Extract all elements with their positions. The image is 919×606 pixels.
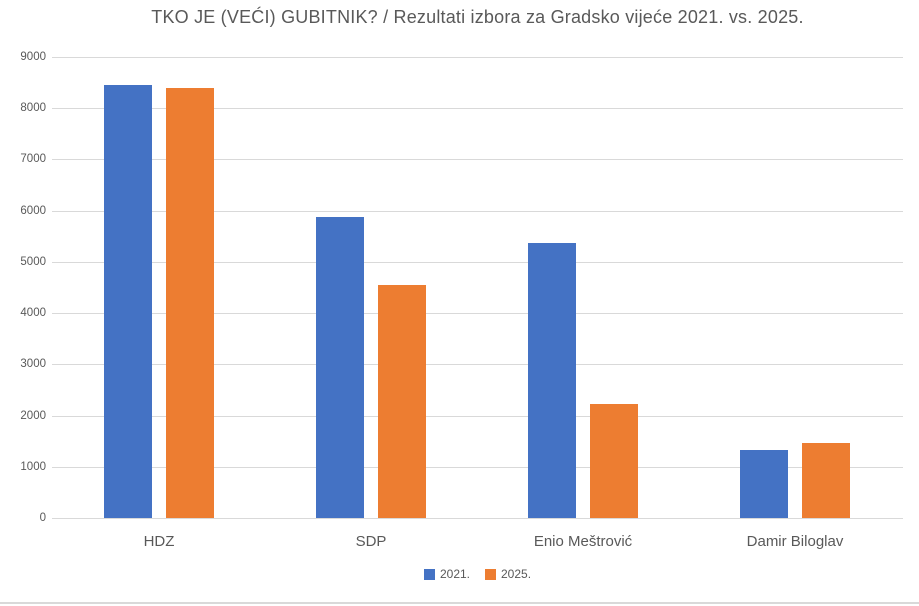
y-axis-tick-label: 5000 (20, 255, 46, 268)
gridline (52, 159, 903, 161)
x-axis-category-label: Damir Biloglav (746, 533, 844, 550)
y-axis-tick-label: 4000 (20, 307, 46, 320)
gridline (52, 313, 903, 315)
legend: 2021. 2025. (52, 567, 903, 581)
gridline (52, 108, 903, 110)
gridline (52, 415, 903, 417)
bottom-border (0, 602, 919, 604)
bar-2021-damir-biloglav (740, 449, 788, 518)
y-axis-tick-label: 3000 (20, 358, 46, 371)
y-axis-tick-label: 8000 (20, 102, 46, 115)
y-axis-tick-label: 1000 (20, 460, 46, 473)
bar-2025-damir-biloglav (802, 442, 850, 518)
legend-swatch-2021-icon (423, 568, 435, 580)
legend-label-2021: 2021. (439, 567, 470, 581)
bar-2021-sdp (316, 216, 364, 518)
bar-2021-enio-meštrović (528, 243, 576, 518)
gridline (52, 364, 903, 366)
gridline (52, 210, 903, 212)
legend-label-2025: 2025. (501, 567, 532, 581)
y-axis-tick-label: 0 (39, 512, 46, 524)
gridline (52, 466, 903, 468)
y-axis-tick-label: 9000 (20, 51, 46, 63)
y-axis-tick-label: 7000 (20, 153, 46, 166)
chart-title: TKO JE (VEĆI) GUBITNIK? / Rezultati izbo… (151, 7, 804, 27)
bar-2021-hdz (104, 84, 152, 518)
y-axis-tick-label: 6000 (20, 204, 46, 217)
bar-2025-hdz (166, 88, 214, 518)
x-axis-category-label: SDP (355, 533, 387, 550)
x-axis-category-label: Enio Meštrović (533, 533, 633, 550)
y-axis-tick-label: 2000 (20, 409, 46, 422)
x-axis-category-label: HDZ (143, 533, 175, 550)
gridline (52, 261, 903, 263)
legend-item-2021: 2021. (423, 567, 470, 581)
gridline (52, 57, 903, 58)
bar-2025-sdp (378, 284, 426, 518)
legend-item-2025: 2025. (485, 567, 531, 581)
gridline (52, 518, 903, 519)
legend-swatch-2025-icon (485, 568, 496, 580)
bar-2025-enio-meštrović (590, 404, 638, 518)
